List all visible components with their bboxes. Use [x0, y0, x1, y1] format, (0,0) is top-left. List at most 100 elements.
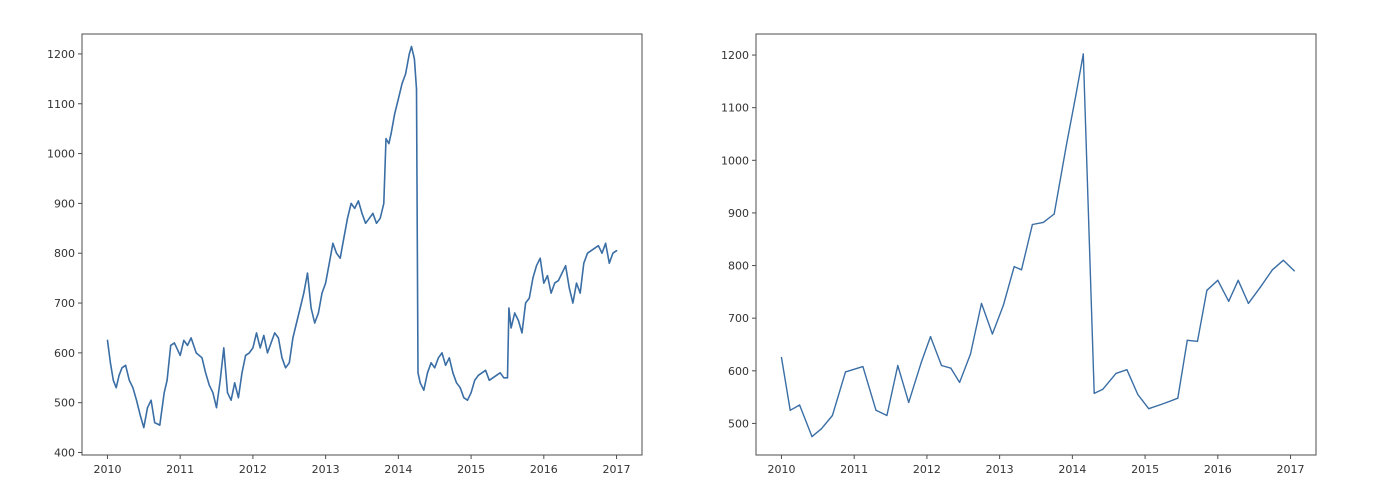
left-plot-frame [81, 33, 643, 456]
right-data-point [1259, 287, 1261, 289]
left-data-point [277, 337, 279, 339]
left-data-point [195, 352, 197, 354]
left-data-point [445, 364, 447, 366]
right-x-tick-label: 2014 [1058, 463, 1086, 476]
right-x-tick-label: 2016 [1204, 463, 1232, 476]
right-data-point [1217, 279, 1219, 281]
left-data-point [205, 372, 207, 374]
left-data-point [208, 384, 210, 386]
left-data-point [441, 352, 443, 354]
left-data-point [510, 327, 512, 329]
left-data-point [306, 272, 309, 274]
left-data-point [597, 245, 599, 247]
left-data-point [143, 426, 145, 429]
left-data-point [135, 399, 138, 401]
left-y-tick-label: 1100 [47, 98, 75, 111]
left-data-point [245, 354, 247, 356]
left-data-point [419, 382, 421, 384]
right-x-tick-label: 2012 [913, 463, 941, 476]
left-line-chart: 2010 2011 2012 2013 2014 2015 2016 2017 400 500 60… [47, 33, 643, 476]
left-data-point [401, 83, 403, 85]
right-data-point [991, 333, 993, 335]
left-data-point [583, 262, 585, 264]
left-data-point [354, 207, 356, 209]
right-y-tick-label: 900 [728, 207, 749, 220]
left-data-point [572, 302, 574, 304]
left-data-point [121, 367, 123, 369]
right-data-point [959, 381, 961, 383]
left-data-point [579, 292, 581, 294]
left-data-point [535, 265, 538, 267]
right-data-point [950, 367, 952, 369]
left-data-point [170, 344, 172, 346]
left-data-point [528, 297, 530, 299]
left-data-point [365, 222, 367, 224]
left-data-point [594, 247, 596, 249]
left-y-tick-label: 1200 [47, 48, 75, 61]
left-x-tick-label: 2016 [530, 463, 558, 476]
left-data-point [346, 217, 349, 219]
right-data-point [1053, 213, 1055, 215]
left-x-tick-label: 2015 [457, 463, 485, 476]
left-data-point [379, 217, 381, 219]
left-data-point [361, 212, 363, 214]
left-data-point [543, 282, 545, 284]
left-data-point [339, 257, 341, 259]
right-data-point [1093, 392, 1095, 395]
right-data-point [1013, 266, 1015, 268]
left-data-point [605, 242, 607, 244]
left-data-point [413, 58, 415, 60]
left-data-point [252, 347, 254, 349]
left-data-point [517, 319, 519, 322]
left-data-point [274, 332, 276, 334]
left-x-tick-label: 2010 [93, 463, 121, 476]
left-data-point [525, 302, 527, 304]
right-data-point [862, 365, 864, 368]
left-data-point [335, 252, 338, 254]
left-data-point [163, 392, 165, 394]
right-data-point [789, 409, 791, 411]
left-data-point [554, 282, 556, 284]
right-y-tick-label: 1200 [721, 49, 749, 62]
left-data-point [565, 265, 567, 267]
left-data-point [112, 379, 114, 381]
left-data-point [463, 397, 465, 399]
right-data-point [1271, 269, 1273, 271]
left-y-tick-label: 800 [54, 247, 75, 260]
left-data-point [514, 312, 516, 314]
right-data-point [908, 401, 910, 403]
right-data-point [1002, 304, 1004, 307]
right-y-tick-label: 700 [728, 312, 749, 325]
left-data-point [423, 389, 425, 391]
left-data-point [485, 369, 487, 371]
left-data-point [266, 352, 269, 354]
left-data-point [481, 372, 483, 374]
left-data-point [612, 252, 614, 254]
left-data-point [173, 342, 175, 344]
right-data-point [929, 335, 932, 338]
left-data-point [270, 342, 272, 344]
left-data-point [118, 374, 120, 376]
right-data-point [1031, 223, 1033, 226]
right-data-point [980, 302, 983, 305]
left-data-point [557, 280, 559, 282]
left-data-point [299, 307, 301, 309]
left-data-point [568, 287, 570, 289]
left-data-point [488, 379, 490, 381]
left-data-point [575, 282, 578, 284]
right-data-point [1082, 53, 1084, 55]
left-data-point [385, 138, 387, 140]
left-data-point [357, 200, 359, 202]
left-data-point [546, 275, 549, 277]
right-data-point [831, 414, 833, 417]
right-data-point [886, 414, 888, 417]
right-x-tick-label: 2013 [986, 463, 1014, 476]
left-data-point [223, 347, 225, 349]
left-data-point [503, 377, 505, 379]
left-y-tick-label: 400 [54, 447, 75, 460]
left-data-point [328, 262, 330, 264]
left-data-point [292, 337, 294, 339]
left-data-point [470, 392, 472, 394]
left-data-point [601, 252, 603, 254]
left-data-point [115, 387, 117, 389]
